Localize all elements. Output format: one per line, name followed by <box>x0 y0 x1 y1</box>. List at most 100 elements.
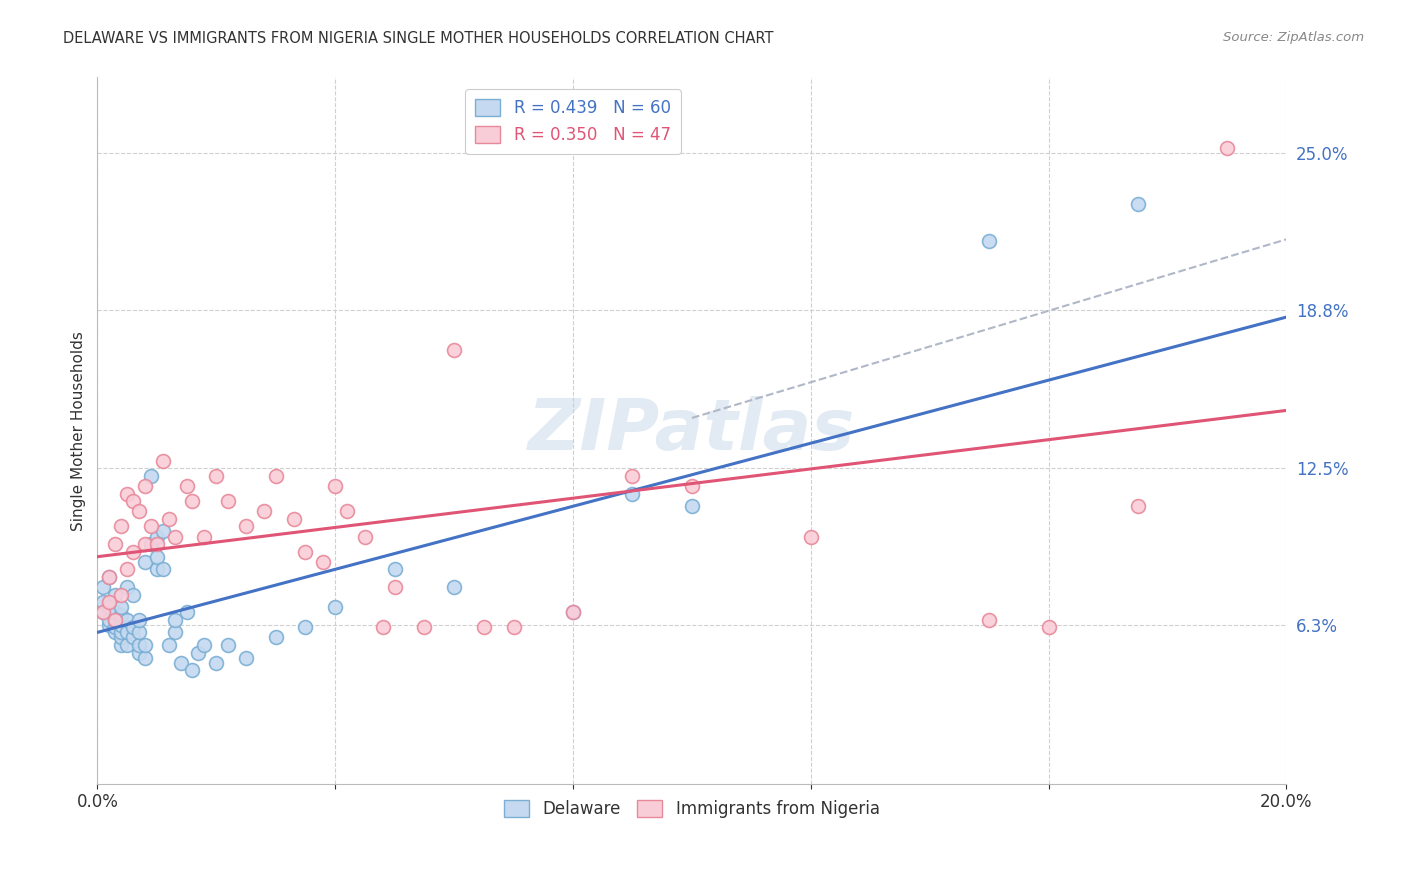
Point <box>146 562 169 576</box>
Point <box>110 588 132 602</box>
Point <box>163 529 186 543</box>
Point <box>181 663 204 677</box>
Point <box>115 486 138 500</box>
Point <box>128 638 150 652</box>
Point <box>371 620 394 634</box>
Point <box>979 235 1001 249</box>
Point <box>115 625 138 640</box>
Point <box>979 613 1001 627</box>
Point <box>98 613 121 627</box>
Point <box>104 613 127 627</box>
Point <box>98 570 121 584</box>
Point <box>312 555 335 569</box>
Point <box>115 580 138 594</box>
Point <box>91 605 114 619</box>
Point <box>294 620 316 634</box>
Point <box>134 650 156 665</box>
Point <box>98 600 121 615</box>
Point <box>128 613 150 627</box>
Point <box>146 529 169 543</box>
Point <box>1126 500 1149 514</box>
Point <box>294 544 316 558</box>
Point <box>443 580 465 594</box>
Point <box>115 613 138 627</box>
Point <box>217 494 239 508</box>
Point <box>264 631 287 645</box>
Point <box>354 529 377 543</box>
Point <box>91 605 114 619</box>
Point <box>157 638 180 652</box>
Point <box>91 595 114 609</box>
Point <box>384 580 406 594</box>
Point <box>264 469 287 483</box>
Point <box>122 631 145 645</box>
Point <box>98 595 121 609</box>
Point <box>152 524 174 539</box>
Point <box>122 544 145 558</box>
Point <box>115 638 138 652</box>
Point <box>187 646 209 660</box>
Point <box>562 605 585 619</box>
Point <box>323 479 346 493</box>
Point <box>384 562 406 576</box>
Point <box>122 588 145 602</box>
Point <box>104 605 127 619</box>
Point <box>146 549 169 564</box>
Point <box>1216 141 1239 155</box>
Point <box>413 620 436 634</box>
Point <box>443 343 465 357</box>
Point <box>1038 620 1060 634</box>
Point <box>157 512 180 526</box>
Point <box>128 625 150 640</box>
Point <box>283 512 305 526</box>
Point <box>193 529 215 543</box>
Point <box>336 504 359 518</box>
Point <box>104 620 127 634</box>
Point <box>176 479 198 493</box>
Point <box>139 519 162 533</box>
Point <box>621 469 644 483</box>
Point <box>152 562 174 576</box>
Point <box>134 638 156 652</box>
Point <box>134 555 156 569</box>
Text: Source: ZipAtlas.com: Source: ZipAtlas.com <box>1223 31 1364 45</box>
Y-axis label: Single Mother Households: Single Mother Households <box>72 331 86 531</box>
Point <box>104 588 127 602</box>
Point <box>134 479 156 493</box>
Point <box>205 469 228 483</box>
Point <box>621 486 644 500</box>
Point <box>115 562 138 576</box>
Point <box>181 494 204 508</box>
Point <box>139 469 162 483</box>
Point <box>128 646 150 660</box>
Point <box>110 625 132 640</box>
Point <box>163 613 186 627</box>
Legend: Delaware, Immigrants from Nigeria: Delaware, Immigrants from Nigeria <box>498 793 886 825</box>
Point <box>122 620 145 634</box>
Point <box>98 570 121 584</box>
Point <box>681 479 703 493</box>
Point <box>139 537 162 551</box>
Point <box>104 537 127 551</box>
Point <box>472 620 495 634</box>
Point <box>110 617 132 632</box>
Point <box>110 638 132 652</box>
Point <box>134 537 156 551</box>
Point <box>104 613 127 627</box>
Point <box>110 519 132 533</box>
Point <box>176 605 198 619</box>
Point <box>110 631 132 645</box>
Point <box>562 605 585 619</box>
Point <box>681 500 703 514</box>
Point <box>152 454 174 468</box>
Point <box>323 600 346 615</box>
Point <box>253 504 276 518</box>
Point <box>205 656 228 670</box>
Point <box>122 494 145 508</box>
Point <box>128 504 150 518</box>
Point <box>146 537 169 551</box>
Point <box>110 600 132 615</box>
Point <box>235 519 257 533</box>
Point <box>98 617 121 632</box>
Text: DELAWARE VS IMMIGRANTS FROM NIGERIA SINGLE MOTHER HOUSEHOLDS CORRELATION CHART: DELAWARE VS IMMIGRANTS FROM NIGERIA SING… <box>63 31 773 46</box>
